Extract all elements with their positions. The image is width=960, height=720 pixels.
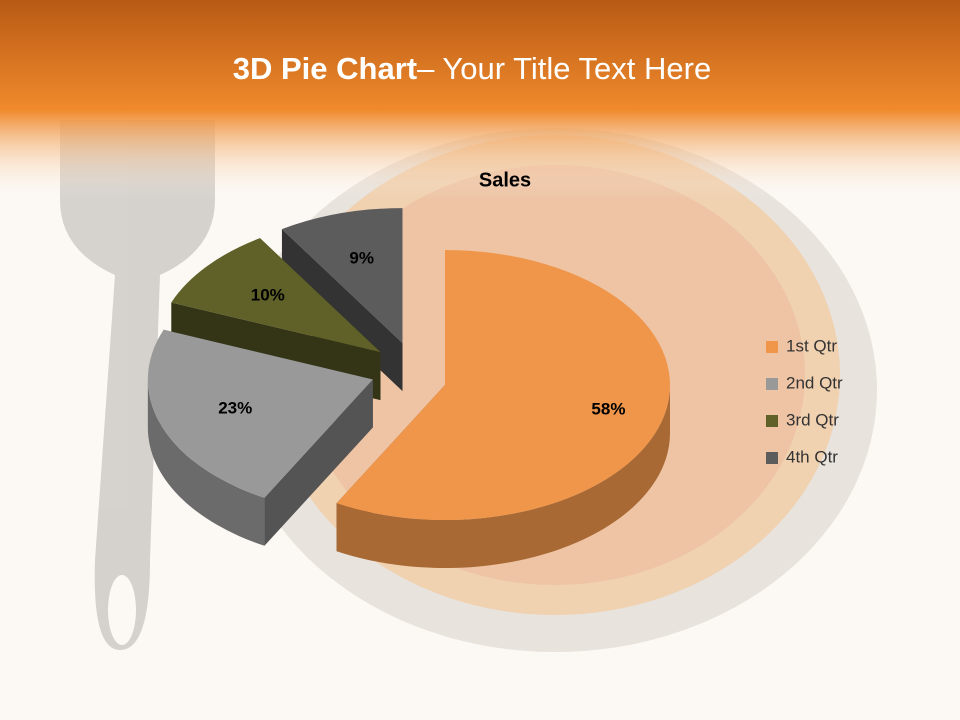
pie-slice xyxy=(171,238,381,353)
data-label: 9% xyxy=(349,248,374,267)
legend-label: 3rd Qtr xyxy=(786,410,839,429)
slice-cut-face xyxy=(264,379,373,546)
legend-label: 4th Qtr xyxy=(786,447,838,466)
title-bold: 3D Pie Chart xyxy=(233,51,417,86)
pie-slice xyxy=(281,208,403,344)
data-label: 10% xyxy=(251,286,285,305)
legend-swatch xyxy=(766,378,778,390)
data-label: 23% xyxy=(218,399,252,418)
data-label: 58% xyxy=(591,400,625,419)
legend: 1st Qtr 2nd Qtr 3rd Qtr 4th Qtr xyxy=(766,336,843,466)
legend-label: 2nd Qtr xyxy=(786,373,843,392)
header-band xyxy=(0,0,960,200)
slice-wall xyxy=(336,385,670,568)
chart-title: Sales xyxy=(479,169,531,191)
slide-title: 3D Pie Chart– Your Title Text Here xyxy=(233,51,711,86)
legend-swatch xyxy=(766,452,778,464)
legend-swatch xyxy=(766,341,778,353)
title-rest: – Your Title Text Here xyxy=(417,51,711,86)
legend-label: 1st Qtr xyxy=(786,336,837,355)
slice-wall xyxy=(147,379,265,546)
pie: 58% 23% 10% 9% xyxy=(147,208,671,568)
legend-swatch xyxy=(766,415,778,427)
pie-slice xyxy=(147,329,373,498)
pie-slice xyxy=(336,250,671,520)
